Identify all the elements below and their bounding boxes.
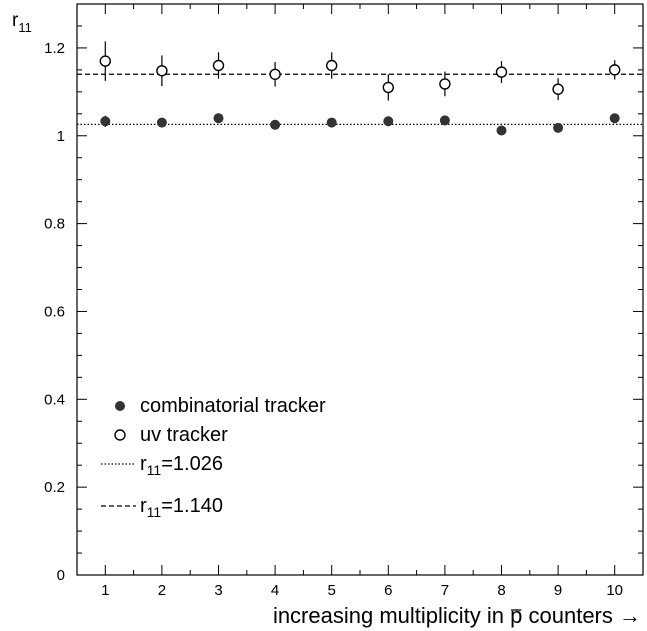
data-point-open — [156, 65, 168, 77]
x-axis-label-antiproton: p — [510, 603, 522, 628]
data-point-filled — [496, 125, 507, 136]
y-tick-label: 1 — [57, 128, 65, 145]
data-point-filled — [213, 113, 224, 124]
x-tick-label: 10 — [606, 582, 623, 599]
legend-label: uv tracker — [140, 424, 228, 446]
axis-ticks: 1 2 3 4 5 6 7 8 9 10 0 0.2 0.4 0.6 0.8 1 1.2 — [44, 3, 644, 599]
x-tick-label: 4 — [271, 582, 279, 599]
y-tick-label: 0.2 — [44, 479, 65, 496]
data-point-filled — [609, 113, 620, 124]
y-axis-label-sub: 11 — [18, 20, 32, 35]
reference-lines — [77, 73, 643, 125]
y-tick-label: 0.4 — [44, 391, 65, 408]
x-tick-label: 5 — [328, 582, 336, 599]
y-axis-label-main: r — [12, 10, 19, 31]
data-point-open — [212, 59, 225, 72]
x-tick-label: 8 — [497, 582, 505, 599]
x-axis-label: increasing multiplicity in p counters → — [273, 603, 641, 628]
data-point-filled — [156, 117, 167, 128]
x-axis-label-suffix: counters → — [522, 603, 641, 628]
data-point-filled — [439, 115, 450, 126]
x-tick-label: 6 — [384, 582, 392, 599]
x-axis-label-prefix: increasing multiplicity in — [273, 603, 510, 628]
legend-label: combinatorial tracker — [140, 395, 326, 417]
data-point-open — [609, 64, 621, 76]
y-tick-label: 0 — [57, 567, 65, 584]
x-tick-label: 1 — [101, 582, 109, 599]
x-tick-label: 7 — [441, 582, 449, 599]
y-tick-label: 1.2 — [44, 40, 65, 57]
data-point-open — [269, 68, 281, 80]
data-point-open — [439, 78, 451, 90]
data-point-filled — [326, 117, 337, 128]
legend-marker — [115, 401, 125, 411]
data-point-open — [552, 83, 564, 95]
legend-label: r11=1.140 — [140, 495, 223, 520]
x-tick-label: 2 — [158, 582, 166, 599]
legend-marker — [114, 429, 126, 441]
data-point-open — [495, 66, 508, 78]
data-point-open — [99, 55, 112, 67]
data-point-filled — [270, 119, 281, 130]
y-tick-label: 0.6 — [44, 303, 65, 320]
data-point-filled — [383, 116, 394, 127]
data-series — [99, 41, 621, 136]
x-tick-label: 3 — [214, 582, 222, 599]
data-point-open — [382, 81, 394, 94]
data-point-open — [326, 59, 338, 72]
data-point-filled — [553, 122, 564, 133]
data-point-filled — [100, 116, 111, 127]
y-tick-label: 0.8 — [44, 216, 65, 233]
legend: combinatorial tracker uv tracker r11=1.026… — [101, 395, 326, 520]
legend-label: r11=1.026 — [140, 453, 223, 478]
x-tick-label: 9 — [554, 582, 562, 599]
y-axis-label: r11 — [12, 10, 32, 35]
